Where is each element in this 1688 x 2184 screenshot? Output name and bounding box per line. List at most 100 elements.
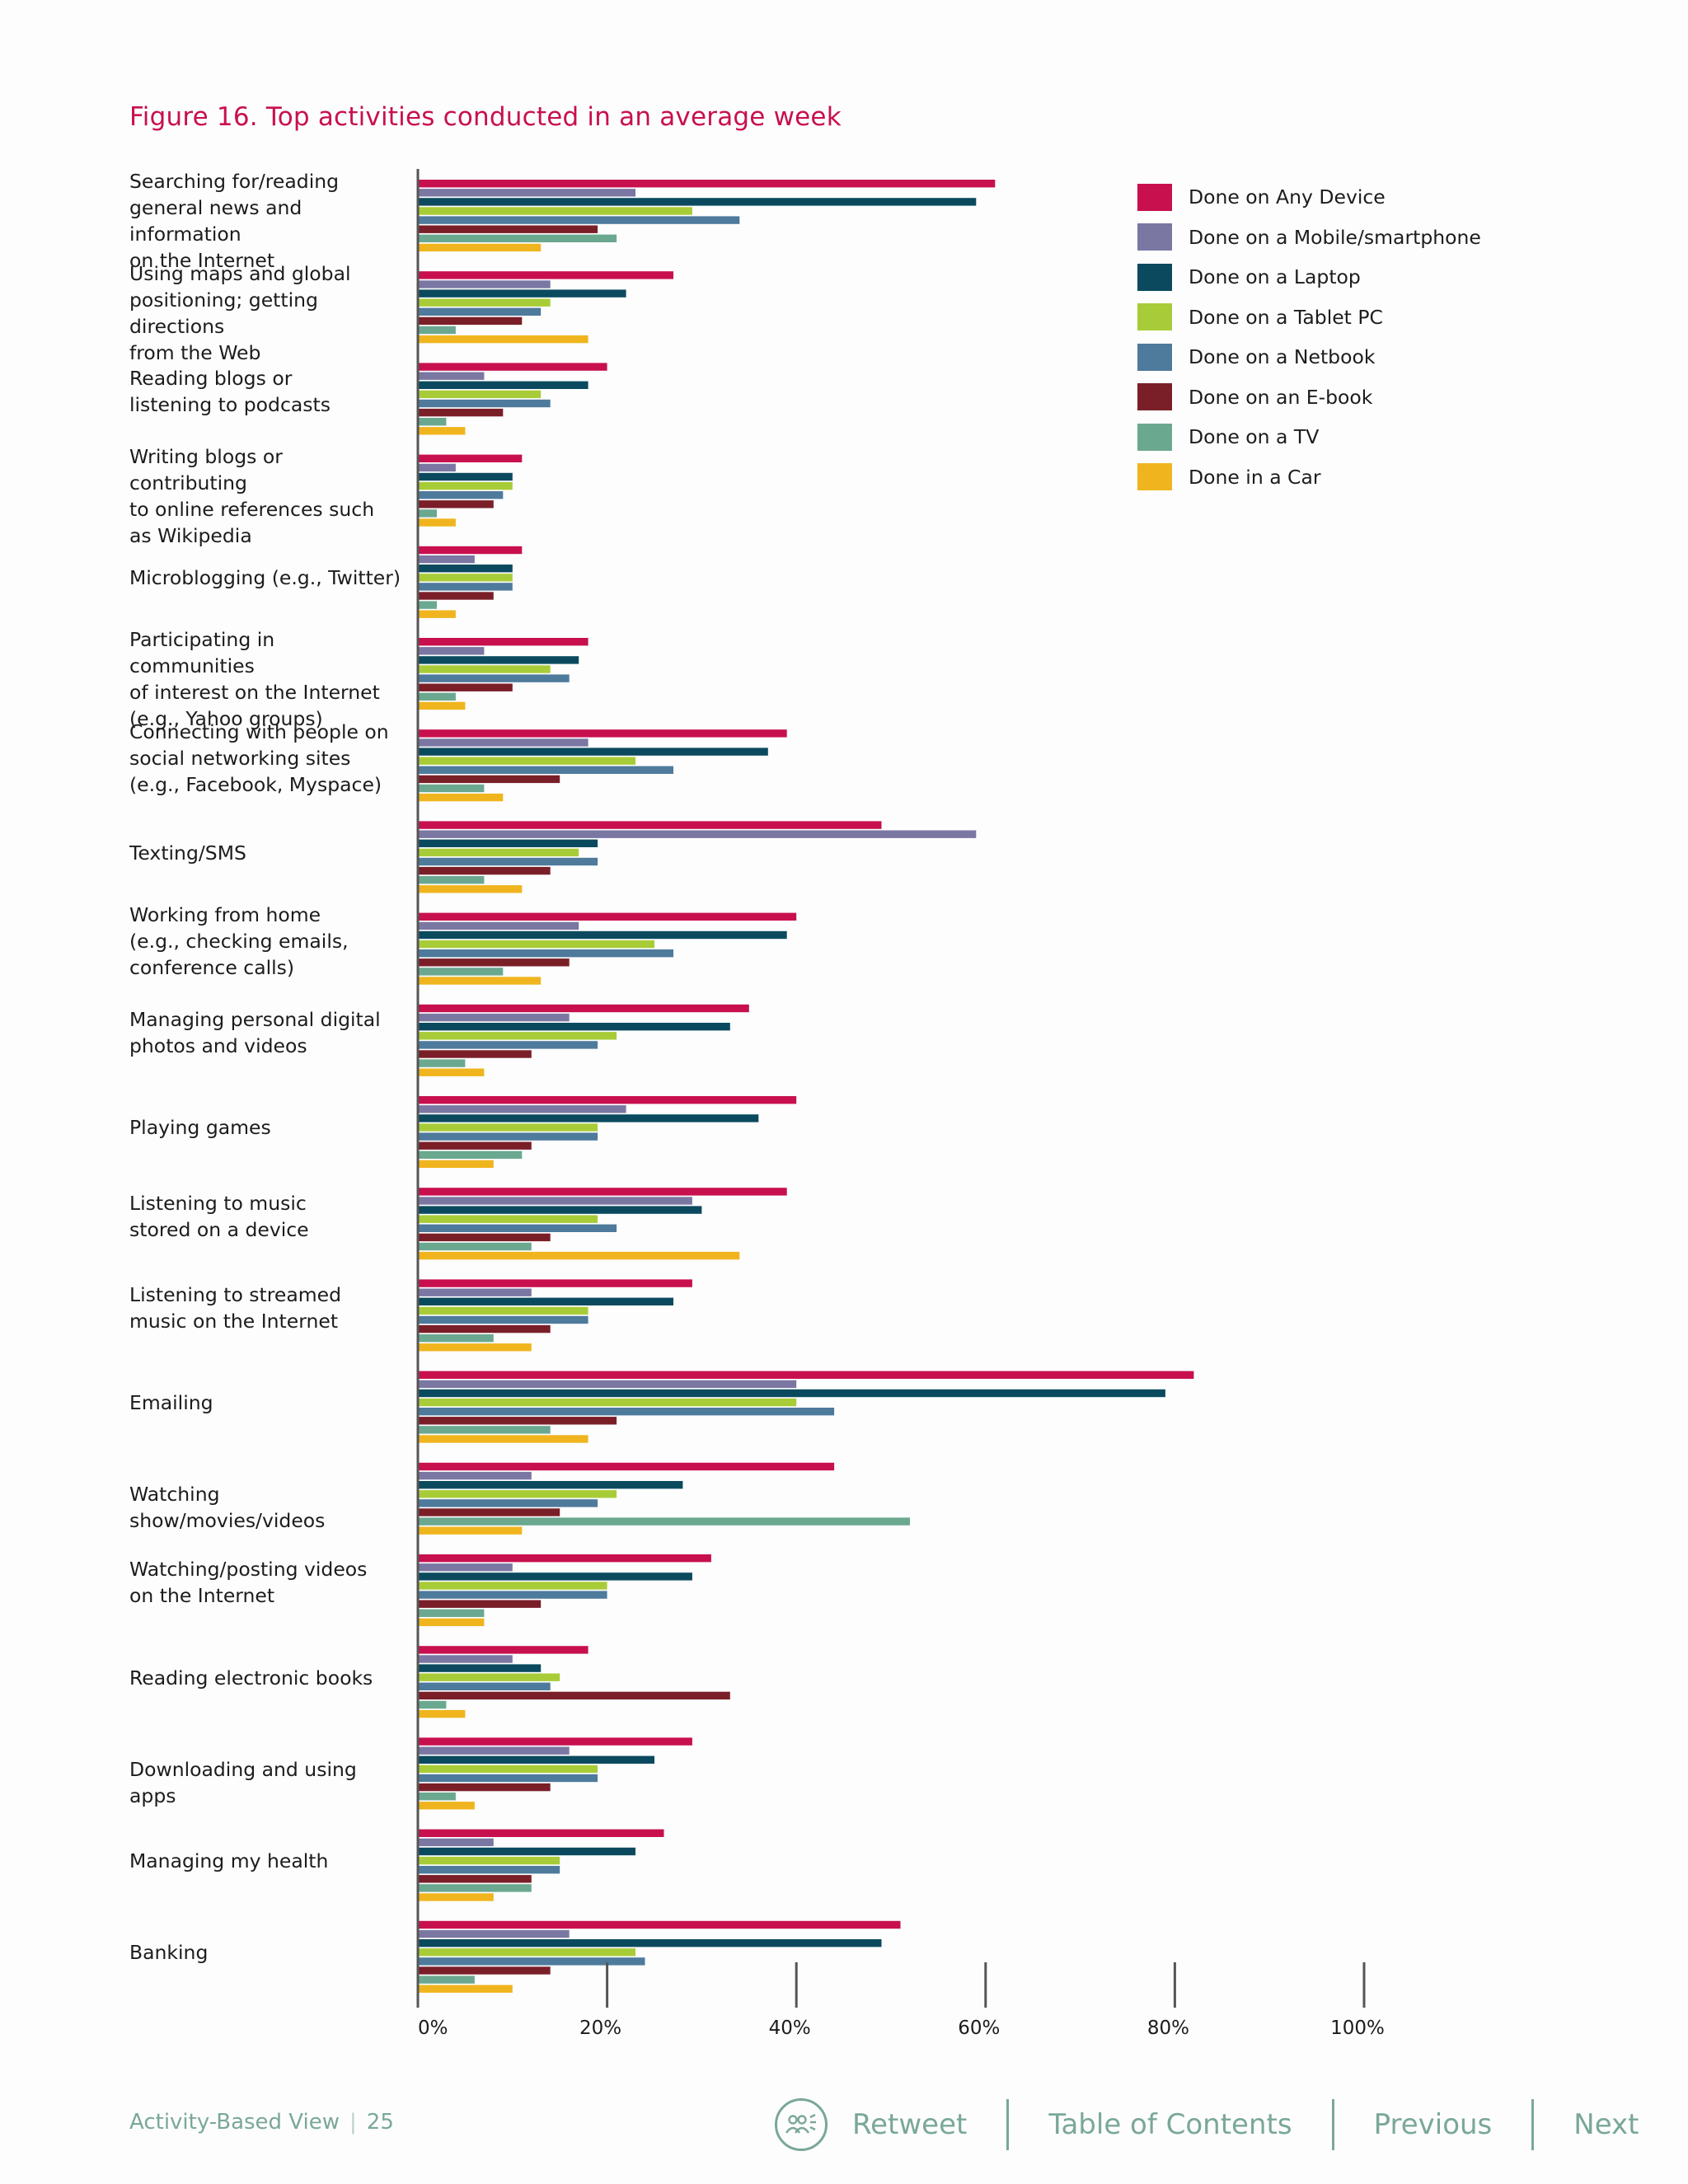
bar	[418, 692, 456, 701]
bar	[418, 647, 485, 655]
bar	[418, 1371, 1194, 1379]
bar	[418, 546, 523, 555]
bar	[418, 1975, 475, 1984]
category-label: Managing personal digital photos and vide…	[129, 1006, 401, 1059]
bar	[418, 1746, 570, 1755]
bar	[418, 1233, 551, 1242]
table-of-contents-link[interactable]: Table of Contents	[1048, 2108, 1292, 2141]
bar	[418, 968, 504, 976]
bar	[418, 1297, 673, 1305]
bar	[418, 326, 456, 335]
bar	[418, 289, 626, 298]
category-label: Reading electronic books	[129, 1665, 401, 1691]
x-tick-label: 20%	[579, 2018, 621, 2039]
bar	[418, 418, 447, 426]
bar	[418, 1618, 485, 1627]
bar	[418, 912, 797, 921]
legend-item: Done in a Car	[1137, 457, 1481, 498]
retweet-icon[interactable]	[775, 2098, 828, 2151]
x-tick-label: 0%	[418, 2018, 448, 2039]
bar	[418, 958, 570, 967]
bar	[418, 638, 588, 646]
bar	[418, 857, 598, 866]
legend-label: Done on Any Device	[1189, 185, 1386, 209]
legend-item: Done on a Netbook	[1137, 337, 1481, 377]
category-label-line: Watching show/movies/videos	[129, 1483, 326, 1533]
bar	[418, 1306, 588, 1315]
bar	[418, 207, 692, 215]
bar	[418, 940, 654, 949]
legend-label: Done in a Car	[1189, 465, 1321, 489]
category-label-line: Managing personal digital	[129, 1008, 381, 1032]
bar	[418, 1380, 797, 1389]
legend-label: Done on a Laptop	[1189, 265, 1361, 289]
bar	[418, 1866, 560, 1874]
category-label: Writing blogs or contributing to online r…	[129, 443, 401, 549]
bar	[418, 1838, 494, 1847]
category-label-line: from the Web	[129, 340, 261, 364]
bar	[418, 748, 768, 756]
bar	[418, 1426, 551, 1434]
bar	[418, 1966, 551, 1975]
bar	[418, 1224, 617, 1232]
legend-item: Done on a TV	[1137, 417, 1481, 457]
bar	[418, 565, 513, 573]
legend-item: Done on a Tablet PC	[1137, 298, 1481, 338]
category-label-line: Participating in communities	[129, 628, 275, 678]
category-label-line: Connecting with people on	[129, 719, 389, 743]
bar	[418, 335, 588, 344]
bar	[418, 1673, 560, 1681]
bar	[418, 1609, 485, 1617]
bar-group	[418, 180, 1194, 1993]
bar	[418, 1132, 598, 1141]
next-link[interactable]: Next	[1573, 2108, 1639, 2141]
category-label-line: Listening to streamed	[129, 1282, 342, 1306]
bar	[418, 1948, 635, 1957]
bar	[418, 1572, 692, 1581]
category-label-line: Playing games	[129, 1116, 271, 1140]
bar	[418, 1315, 588, 1324]
legend-swatch	[1137, 223, 1172, 251]
nav-divider	[1331, 2099, 1334, 2150]
retweet-link[interactable]: Retweet	[852, 2108, 968, 2141]
bar	[418, 1755, 654, 1764]
previous-link[interactable]: Previous	[1373, 2108, 1493, 2141]
bar	[418, 225, 598, 233]
legend-swatch	[1137, 463, 1172, 491]
legend-item: Done on an E-book	[1137, 377, 1481, 418]
bar	[418, 977, 542, 985]
bar	[418, 1875, 532, 1883]
category-label: Using maps and global positioning; gettin…	[129, 260, 401, 366]
category-label-line: photos and videos	[129, 1034, 307, 1058]
legend-swatch	[1137, 303, 1172, 331]
bar	[418, 601, 437, 609]
category-label-line: Downloading and using apps	[129, 1757, 357, 1807]
category-label-line: Searching for/reading	[129, 170, 340, 194]
bar	[418, 1151, 523, 1159]
bar	[418, 885, 523, 893]
category-label-line: positioning; getting directions	[129, 288, 318, 338]
category-label: Searching for/reading general news and in…	[129, 168, 401, 274]
legend-item: Done on a Mobile/smartphone	[1137, 218, 1481, 258]
bar	[418, 1206, 702, 1214]
x-tick-label: 100%	[1330, 2018, 1385, 2039]
category-label-line: Reading blogs or	[129, 366, 293, 390]
bar	[418, 656, 579, 664]
bar	[418, 271, 673, 279]
people-icon	[785, 2113, 816, 2134]
legend-swatch	[1137, 383, 1172, 411]
bar	[418, 1188, 787, 1196]
legend-swatch	[1137, 263, 1172, 291]
bar	[418, 1288, 532, 1296]
category-label-line: as Wikipedia	[129, 524, 252, 547]
bar	[418, 1582, 607, 1590]
nav-divider	[1006, 2099, 1010, 2150]
bar	[418, 674, 570, 682]
bar	[418, 518, 456, 527]
footer-section-title[interactable]: Activity-Based View	[129, 2110, 340, 2135]
category-label-line: Microblogging (e.g., Twitter)	[129, 566, 401, 590]
legend-label: Done on a Mobile/smartphone	[1189, 225, 1481, 249]
bar	[418, 408, 504, 417]
bar	[418, 1251, 740, 1260]
category-label: Downloading and using apps	[129, 1756, 401, 1809]
